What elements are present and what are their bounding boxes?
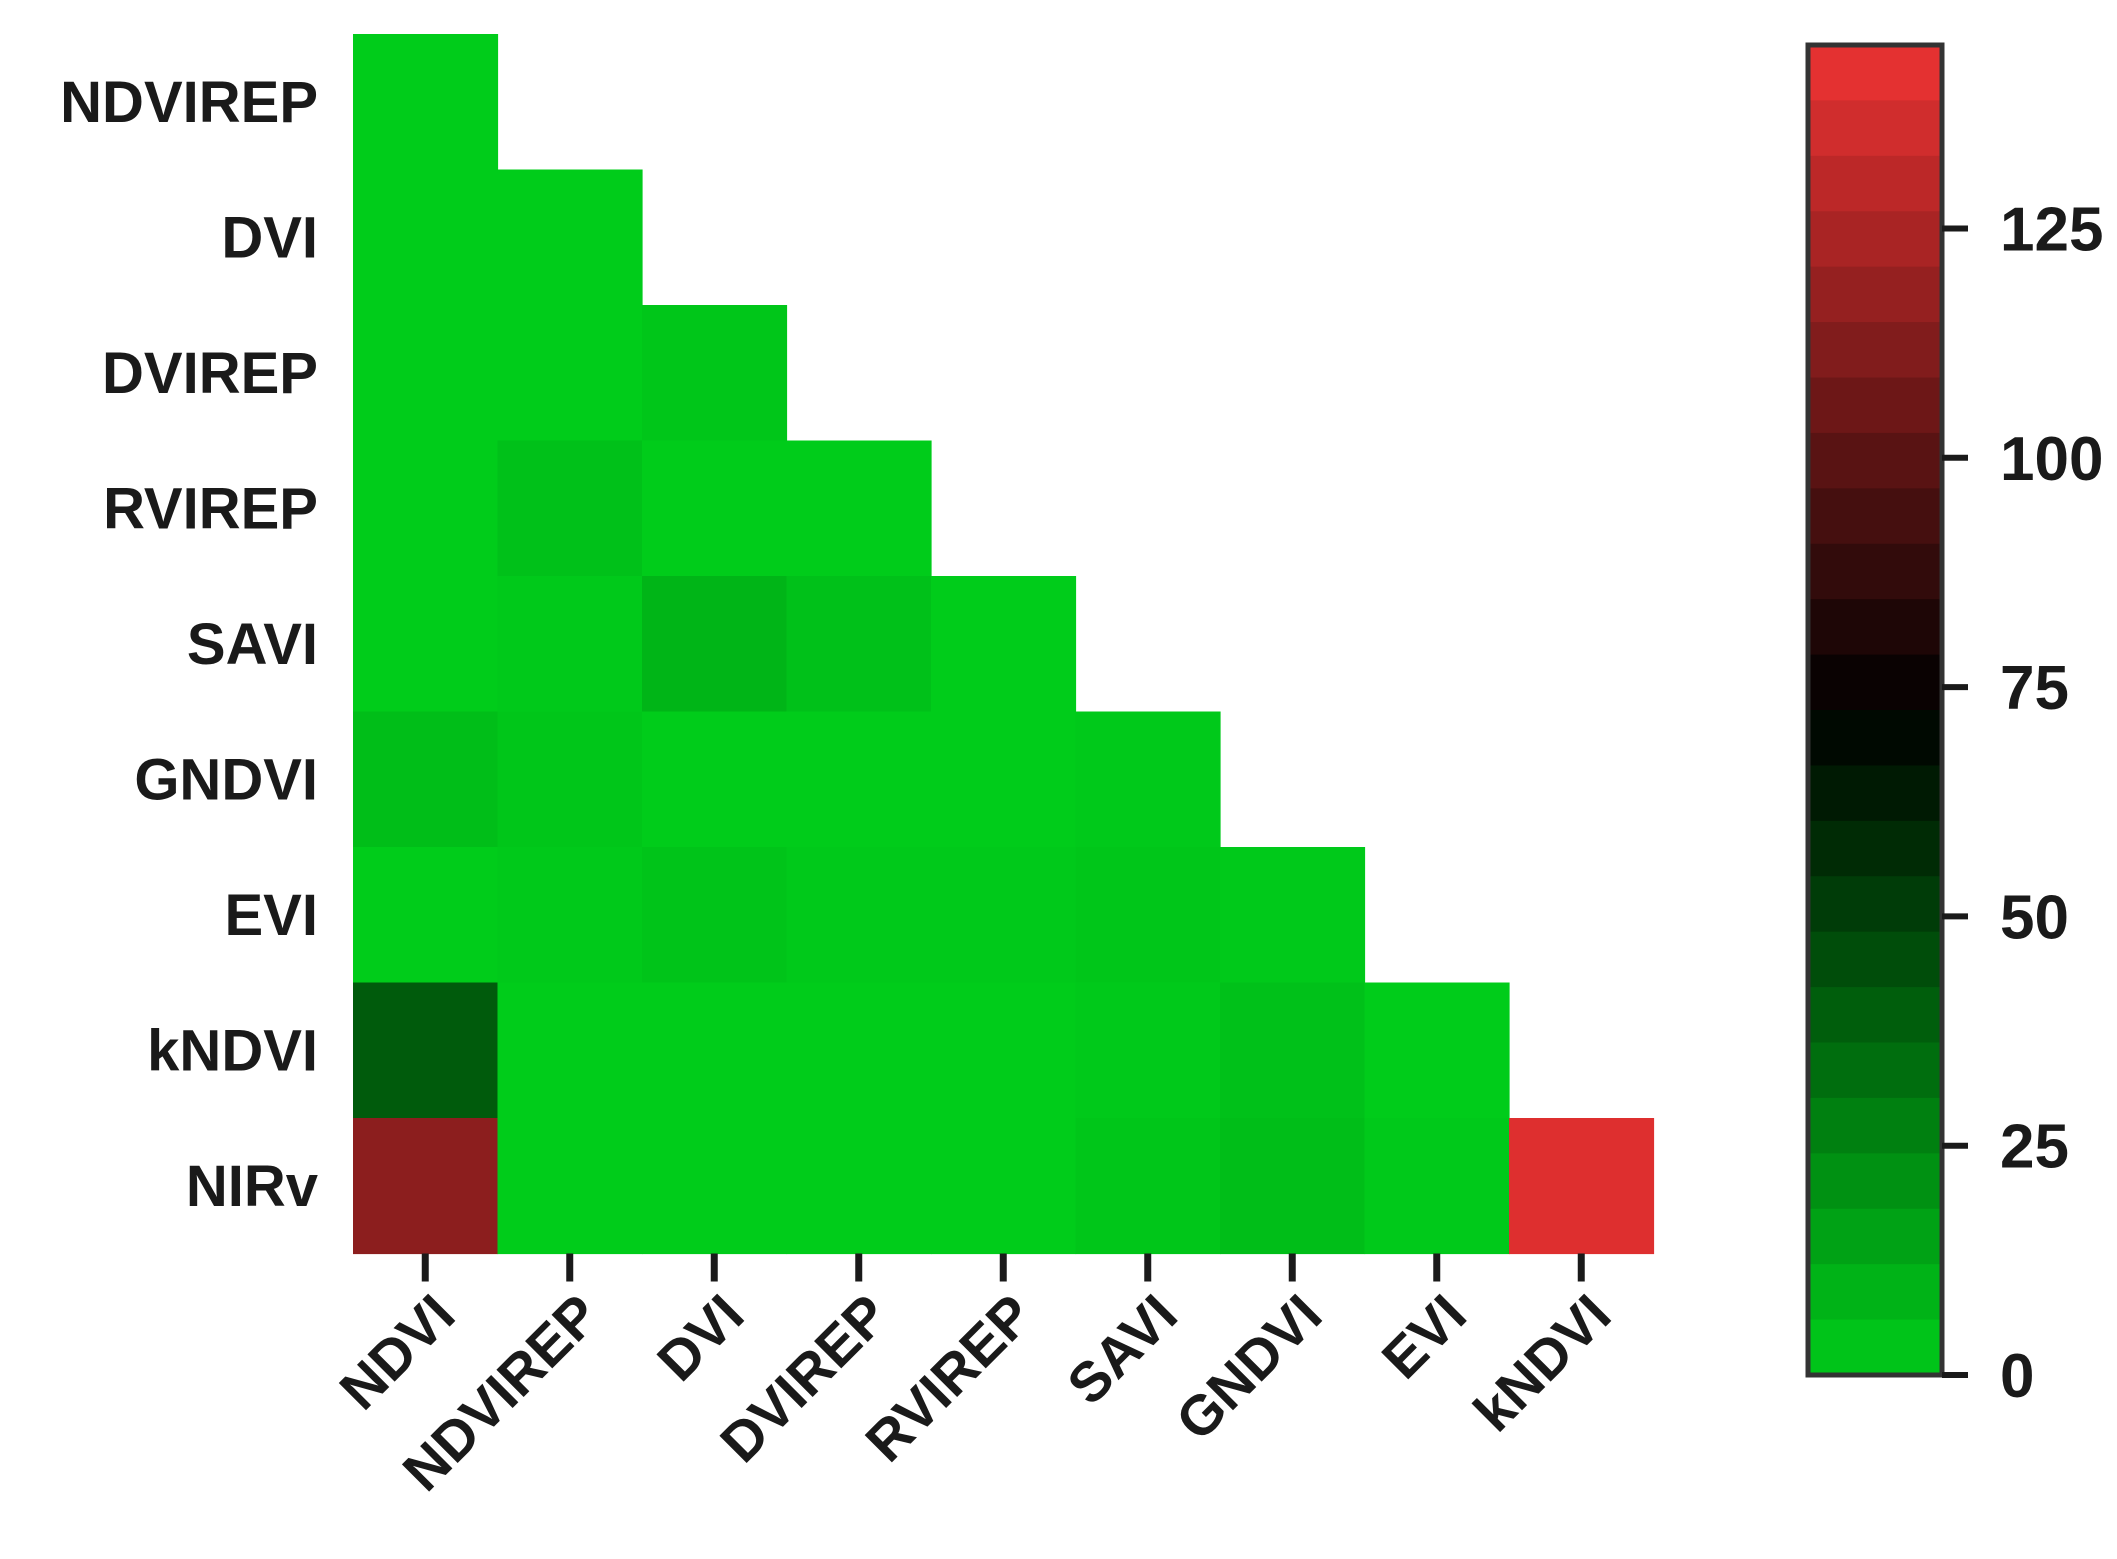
heatmap-cell-evi-ndvi (353, 847, 499, 984)
colorbar-band (1808, 987, 1942, 1044)
heatmap-cell-kndvi-rvirep (931, 982, 1077, 1119)
heatmap-cell-savi-dvirep (786, 576, 932, 713)
colorbar-band (1808, 876, 1942, 933)
column-label-evi: EVI (1370, 1282, 1478, 1390)
colorbar-tick-label-125: 125 (2000, 195, 2103, 264)
row-label-savi: SAVI (187, 612, 318, 677)
heatmap-cell-dvi-ndvirep (497, 169, 643, 306)
colorbar: 0 25 50 75 100 125 (1805, 42, 2103, 1411)
colorbar-band (1808, 820, 1942, 877)
heatmap-cell-dvirep-dvi (642, 305, 788, 442)
heatmap-cell-dvi-ndvi (353, 169, 499, 306)
heatmap-cell-dvirep-ndvirep (497, 305, 643, 442)
heatmap-cell-kndvi-dvi (642, 982, 788, 1119)
heatmap-cell-nirv-dvirep (786, 1118, 932, 1255)
heatmap-cell-savi-dvi (642, 576, 788, 713)
colorbar-frame (1805, 42, 1945, 1378)
colorbar-band (1808, 1319, 1942, 1376)
heatmap-cell-gndvi-dvirep (786, 711, 932, 848)
colorbar-band (1808, 1097, 1942, 1154)
colorbar-tick-label-75: 75 (2000, 654, 2069, 723)
column-label-ndvi: NDVI (327, 1282, 466, 1421)
heatmap-cell-evi-dvi (642, 847, 788, 984)
column-label-dvi: DVI (645, 1282, 756, 1393)
heatmap-cell-kndvi-gndvi (1220, 982, 1366, 1119)
heatmap-cell-kndvi-dvirep (786, 982, 932, 1119)
heatmap-cell-rvirep-dvirep (786, 440, 932, 577)
colorbar-band (1808, 45, 1942, 102)
colorbar-band (1808, 100, 1942, 157)
colorbar-band (1808, 488, 1942, 545)
column-label-savi: SAVI (1055, 1282, 1189, 1416)
heatmap-cell-nirv-rvirep (931, 1118, 1077, 1255)
row-label-nirv: NIRv (186, 1154, 318, 1219)
colorbar-band (1808, 1042, 1942, 1099)
colorbar-band (1808, 377, 1942, 434)
heatmap-cell-nirv-evi (1364, 1118, 1510, 1255)
colorbar-band (1808, 155, 1942, 212)
colorbar-tick-label-100: 100 (2000, 425, 2103, 494)
heatmap-cell-kndvi-savi (1075, 982, 1221, 1119)
colorbar-band (1808, 432, 1942, 489)
heatmap-cell-kndvi-evi (1364, 982, 1510, 1119)
heatmap-cell-ndvirep-ndvi (353, 34, 499, 171)
heatmap-cells (353, 34, 1655, 1255)
heatmap-cell-nirv-dvi (642, 1118, 788, 1255)
row-label-ndvirep: NDVIREP (60, 70, 318, 135)
heatmap-cell-gndvi-rvirep (931, 711, 1077, 848)
colorbar-band (1808, 599, 1942, 656)
heatmap-cell-dvirep-ndvi (353, 305, 499, 442)
heatmap-cell-evi-gndvi (1220, 847, 1366, 984)
heatmap-cell-nirv-ndvirep (497, 1118, 643, 1255)
colorbar-band (1808, 931, 1942, 988)
heatmap-cell-nirv-savi (1075, 1118, 1221, 1255)
row-labels: NDVIREP DVI DVIREP RVIREP SAVI GNDVI EVI kNDVI N… (60, 70, 318, 1219)
colorbar-band (1808, 543, 1942, 600)
heatmap-cell-evi-savi (1075, 847, 1221, 984)
colorbar-band (1808, 266, 1942, 323)
heatmap-cell-evi-dvirep (786, 847, 932, 984)
heatmap-cell-gndvi-dvi (642, 711, 788, 848)
colorbar-band (1808, 710, 1942, 767)
colorbar-band (1808, 1208, 1942, 1265)
row-label-dvi: DVI (221, 205, 318, 270)
heatmap-cell-gndvi-ndvirep (497, 711, 643, 848)
heatmap-cell-savi-ndvi (353, 576, 499, 713)
heatmap-cell-savi-ndvirep (497, 576, 643, 713)
colorbar-tick-label-25: 25 (2000, 1113, 2069, 1182)
heatmap-cell-kndvi-ndvi (353, 982, 499, 1119)
column-label-kndvi: kNDVI (1461, 1282, 1622, 1443)
heatmap-cell-kndvi-ndvirep (497, 982, 643, 1119)
heatmap-cell-evi-ndvirep (497, 847, 643, 984)
heatmap-cell-nirv-ndvi (353, 1118, 499, 1255)
heatmap-cell-gndvi-ndvi (353, 711, 499, 848)
row-label-evi: EVI (225, 883, 319, 948)
colorbar-band (1808, 1264, 1942, 1321)
heatmap-cell-rvirep-ndvirep (497, 440, 643, 577)
colorbar-band (1808, 211, 1942, 268)
colorbar-band (1808, 654, 1942, 711)
colorbar-band (1808, 765, 1942, 822)
heatmap-cell-rvirep-dvi (642, 440, 788, 577)
colorbar-band (1808, 1153, 1942, 1210)
heatmap-cell-evi-rvirep (931, 847, 1077, 984)
row-label-dvirep: DVIREP (102, 341, 318, 406)
row-label-gndvi: GNDVI (134, 747, 318, 812)
colorbar-tick-label-0: 0 (2000, 1342, 2034, 1411)
heatmap-cell-gndvi-savi (1075, 711, 1221, 848)
colorbar-tick-label-50: 50 (2000, 883, 2069, 952)
heatmap-cell-nirv-gndvi (1220, 1118, 1366, 1255)
column-label-gndvi: GNDVI (1164, 1282, 1334, 1452)
row-label-rvirep: RVIREP (103, 476, 318, 541)
heatmap-cell-rvirep-ndvi (353, 440, 499, 577)
row-label-kndvi: kNDVI (147, 1018, 318, 1083)
colorbar-band (1808, 322, 1942, 379)
heatmap-cell-nirv-kndvi (1509, 1118, 1655, 1255)
heatmap-cell-savi-rvirep (931, 576, 1077, 713)
